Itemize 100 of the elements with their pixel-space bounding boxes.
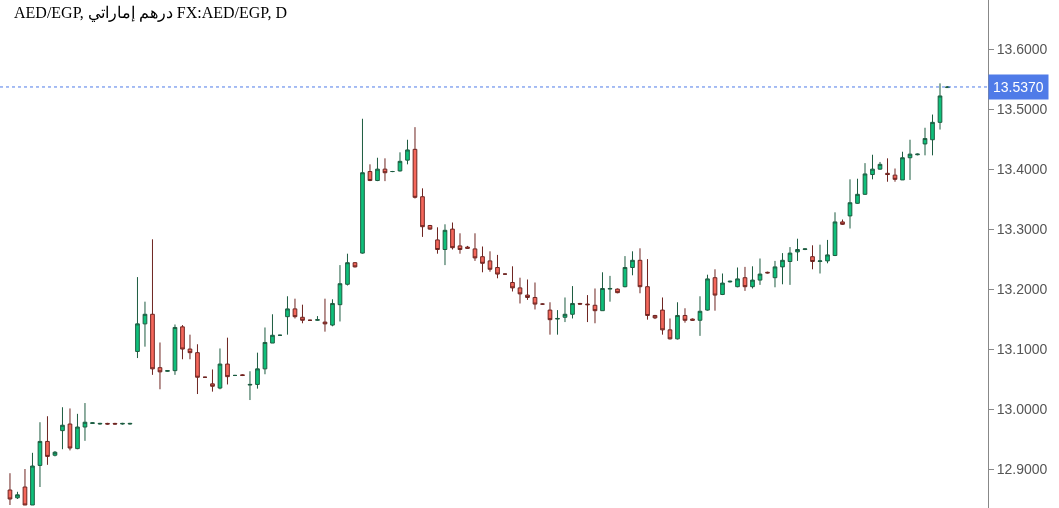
candlestick bbox=[690, 317, 695, 322]
candlestick bbox=[135, 276, 140, 359]
candlestick bbox=[825, 239, 830, 264]
y-tick-label: 13.5000 bbox=[996, 101, 1048, 118]
candlestick bbox=[142, 301, 148, 348]
candlestick bbox=[367, 163, 373, 182]
candlestick bbox=[82, 402, 88, 442]
candlestick bbox=[855, 178, 860, 205]
candlestick bbox=[382, 157, 388, 182]
y-tick-label: 12.9000 bbox=[996, 460, 1048, 477]
candlestick bbox=[105, 422, 110, 426]
candlestick bbox=[405, 139, 410, 165]
candlestick bbox=[7, 472, 13, 506]
candlestick bbox=[465, 245, 470, 250]
candlestick bbox=[877, 161, 883, 171]
candlestick bbox=[705, 274, 710, 312]
candlestick bbox=[442, 223, 448, 266]
candlestick bbox=[630, 250, 635, 276]
ref-line-label: 13.5370 bbox=[993, 79, 1044, 95]
candlestick bbox=[870, 154, 875, 180]
candlestick bbox=[187, 334, 193, 360]
candlestick bbox=[67, 407, 73, 451]
candlestick bbox=[97, 422, 103, 426]
y-tick-label: 13.1000 bbox=[996, 340, 1048, 357]
y-tick-label: 13.6000 bbox=[996, 41, 1048, 58]
y-tick-label: 13.3000 bbox=[996, 221, 1048, 238]
candlestick bbox=[607, 275, 613, 303]
candlestick bbox=[757, 258, 763, 286]
candlestick bbox=[795, 238, 800, 262]
candlestick bbox=[780, 252, 785, 285]
candlestick bbox=[285, 295, 290, 336]
candlestick bbox=[292, 298, 298, 319]
candlestick bbox=[412, 126, 418, 200]
candlestick bbox=[810, 244, 815, 270]
candlestick bbox=[37, 421, 43, 488]
candlestick bbox=[712, 268, 718, 312]
candlestick bbox=[772, 260, 778, 288]
candlestick bbox=[817, 244, 823, 274]
candlestick bbox=[750, 265, 755, 289]
candlestick bbox=[270, 313, 275, 344]
candlestick bbox=[562, 296, 568, 323]
candlestick bbox=[735, 266, 740, 288]
chart-title: AED/EGP, درهم إماراتي FX:AED/EGP, D bbox=[14, 4, 288, 22]
y-tick-label: 13.2000 bbox=[996, 280, 1048, 297]
candlestick bbox=[22, 468, 28, 506]
candlestick bbox=[885, 157, 890, 183]
candlestick bbox=[397, 151, 403, 173]
candlestick bbox=[555, 309, 560, 336]
candlestick bbox=[30, 452, 35, 506]
candlestick bbox=[787, 246, 793, 286]
candlestick bbox=[360, 118, 365, 255]
candlestick bbox=[742, 266, 748, 292]
candlestick bbox=[15, 491, 20, 499]
candlestick bbox=[120, 422, 125, 426]
candlestick bbox=[45, 415, 50, 466]
candlestick bbox=[352, 261, 358, 268]
candlestick bbox=[52, 450, 58, 457]
candlestick bbox=[517, 277, 523, 304]
candlestick bbox=[510, 265, 515, 292]
candlestick bbox=[720, 272, 725, 296]
candlestick bbox=[255, 352, 260, 390]
candlestick bbox=[472, 232, 478, 262]
candlestick bbox=[765, 271, 770, 274]
candlestick bbox=[907, 139, 913, 181]
candlestick bbox=[697, 295, 703, 337]
candlestick bbox=[375, 157, 380, 182]
candlestick bbox=[847, 178, 853, 230]
candlestick bbox=[862, 162, 868, 196]
candlestick bbox=[165, 369, 170, 373]
candlestick bbox=[457, 232, 463, 255]
candlestick bbox=[922, 127, 928, 156]
candlestick bbox=[247, 370, 253, 401]
candlestick bbox=[60, 406, 65, 450]
candlestick bbox=[90, 421, 95, 425]
candlestick bbox=[645, 258, 650, 321]
candlestick bbox=[532, 281, 538, 310]
candlestick bbox=[480, 246, 485, 273]
candlestick bbox=[585, 294, 590, 323]
candlestick bbox=[840, 219, 845, 226]
candlestick bbox=[450, 222, 455, 250]
candlestick bbox=[487, 250, 493, 273]
candlestick bbox=[832, 211, 838, 257]
candlestick bbox=[240, 373, 245, 377]
y-tick-label: 13.4000 bbox=[996, 161, 1048, 178]
candlestick bbox=[262, 326, 268, 375]
candlestick bbox=[300, 304, 305, 324]
candlestick bbox=[937, 82, 943, 131]
candlestick bbox=[195, 343, 200, 395]
candlestick bbox=[435, 226, 440, 255]
candlestick bbox=[157, 341, 163, 390]
candlestick bbox=[345, 253, 350, 286]
candlestick bbox=[495, 254, 500, 279]
candlestick bbox=[420, 187, 425, 238]
candlestick bbox=[637, 247, 643, 294]
candlestick bbox=[112, 422, 118, 426]
candlestick bbox=[600, 271, 605, 312]
candlestick bbox=[210, 368, 215, 393]
y-tick-label: 13.0000 bbox=[996, 400, 1048, 417]
candlestick bbox=[675, 301, 680, 340]
candlestick bbox=[322, 298, 328, 333]
